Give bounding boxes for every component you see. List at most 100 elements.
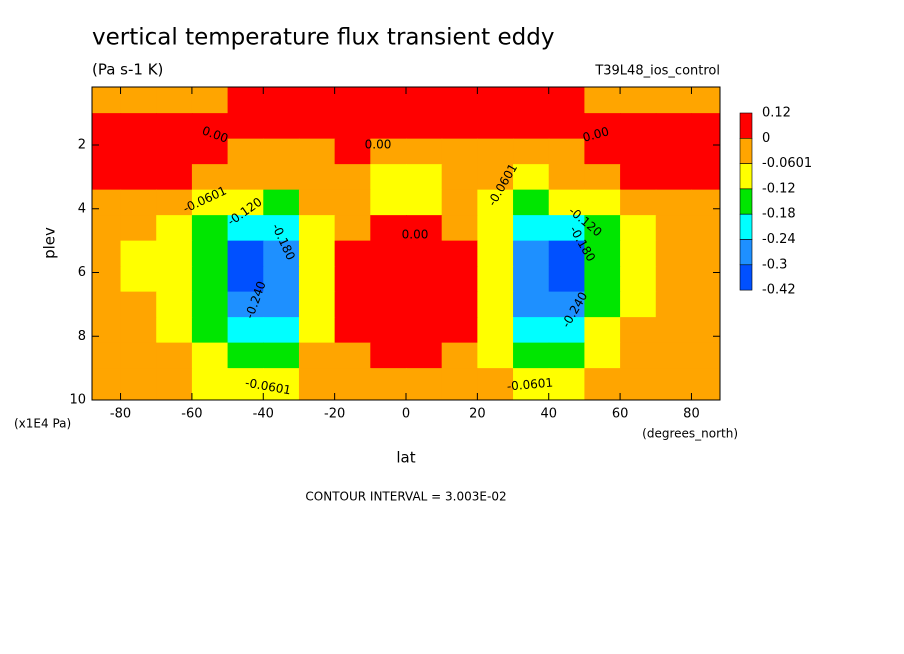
field-cell: [406, 266, 443, 293]
field-cell: [584, 342, 621, 369]
field-cell: [263, 291, 300, 318]
y-tick-label: 10: [69, 393, 86, 408]
field-cell: [584, 368, 621, 400]
x-tick-label: -40: [253, 407, 274, 422]
field-cell: [227, 240, 264, 267]
colorbar-label: -0.3: [762, 257, 787, 272]
x-tick-label: 20: [469, 407, 486, 422]
field-cell: [691, 342, 720, 369]
field-cell: [548, 342, 586, 369]
field-cell: [120, 291, 157, 318]
field-cell: [477, 87, 514, 114]
field-cell: [655, 317, 693, 344]
field-cell: [691, 87, 720, 114]
field-cell: [298, 342, 336, 369]
field-cell: [334, 240, 371, 267]
contour-label: 0.00: [581, 124, 610, 144]
y-units: (x1E4 Pa): [14, 417, 71, 431]
field-cell: [370, 368, 407, 400]
field-cell: [263, 87, 300, 114]
field-cell: [620, 317, 657, 344]
y-tick-label: 8: [78, 329, 86, 344]
x-tick-label: -60: [181, 407, 202, 422]
field-cell: [406, 189, 443, 216]
field-cell: [691, 113, 720, 140]
field-cell: [298, 368, 336, 400]
field-cell: [263, 266, 300, 293]
field-cell: [620, 113, 657, 140]
field-cell: [406, 240, 443, 267]
field-cell: [513, 138, 550, 165]
field-cell: [156, 215, 193, 242]
field-cell: [334, 113, 371, 140]
field-cell: [227, 291, 264, 318]
field-cell: [370, 164, 407, 191]
field-cell: [191, 87, 229, 114]
field-cell: [92, 342, 122, 369]
field-cell: [477, 215, 514, 242]
y-tick-label: 4: [78, 201, 86, 216]
field-cell: [584, 291, 621, 318]
contour-label: -0.0601: [506, 376, 553, 394]
x-tick-label: 40: [540, 407, 557, 422]
field-cell: [92, 164, 122, 191]
field-cell: [406, 87, 443, 114]
field-cell: [92, 317, 122, 344]
x-tick-label: -20: [324, 407, 345, 422]
field-cell: [406, 368, 443, 400]
field-cell: [370, 291, 407, 318]
field-cell: [620, 87, 657, 114]
field-cell: [370, 266, 407, 293]
field-cell: [298, 164, 336, 191]
field-cell: [655, 215, 693, 242]
field-cell: [513, 87, 550, 114]
field-cell: [655, 138, 693, 165]
field-cell: [120, 342, 157, 369]
contour-label: 0.00: [365, 138, 392, 152]
field-cell: [655, 164, 693, 191]
field-cell: [334, 138, 371, 165]
field-cell: [263, 138, 300, 165]
field-cell: [406, 215, 443, 242]
field-cell: [441, 87, 478, 114]
y-tick-label: 2: [78, 138, 86, 153]
field-cell: [156, 113, 193, 140]
field-cell: [655, 87, 693, 114]
field-cell: [406, 291, 443, 318]
field-cell: [548, 189, 586, 216]
field-cell: [370, 189, 407, 216]
field-cell: [548, 164, 586, 191]
field-cell: [513, 291, 550, 318]
field-cell: [156, 291, 193, 318]
field-cell: [477, 189, 514, 216]
field-cell: [227, 342, 264, 369]
field-cell: [655, 342, 693, 369]
field-cell: [156, 266, 193, 293]
field-cell: [120, 215, 157, 242]
field-cell: [584, 113, 621, 140]
field-cell: [548, 291, 586, 318]
field-cell: [620, 215, 657, 242]
field-cell: [298, 317, 336, 344]
field-cell: [441, 189, 478, 216]
field-cell: [620, 164, 657, 191]
field-cell: [584, 189, 621, 216]
colorbar-label: -0.12: [762, 181, 796, 196]
field-cell: [334, 87, 371, 114]
x-tick-label: 80: [683, 407, 700, 422]
field-cell: [477, 266, 514, 293]
field-cell: [513, 368, 550, 400]
field-cell: [334, 317, 371, 344]
x-axis-label: lat: [396, 449, 415, 467]
field-cell: [120, 189, 157, 216]
footer-note: CONTOUR INTERVAL = 3.003E-02: [305, 490, 506, 504]
field-cell: [156, 189, 193, 216]
field-cell: [191, 215, 229, 242]
field-cell: [263, 113, 300, 140]
field-cell: [513, 342, 550, 369]
field-cell: [370, 113, 407, 140]
field-cell: [298, 266, 336, 293]
field-cell: [691, 189, 720, 216]
colorbar-label: -0.0601: [762, 156, 812, 171]
field-cell: [263, 189, 300, 216]
